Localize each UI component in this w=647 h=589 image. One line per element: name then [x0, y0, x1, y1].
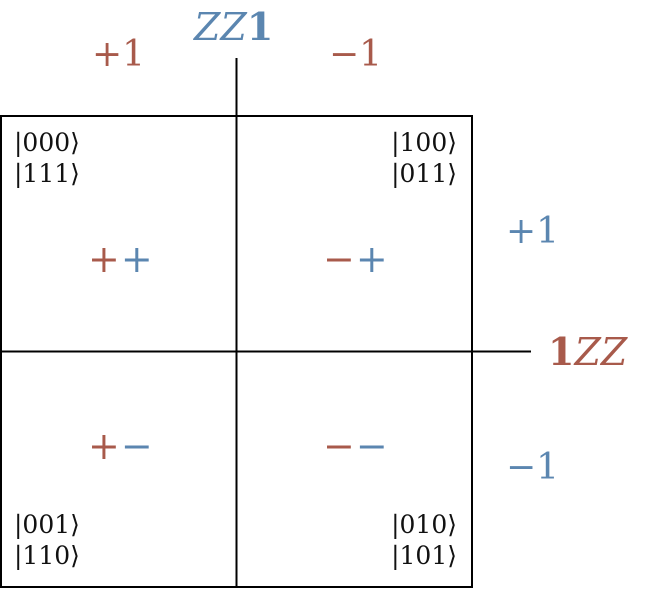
- top-axis-label: ZZ1: [194, 5, 273, 49]
- quadrant-bottom-left-kets: |001⟩ |110⟩: [14, 509, 80, 571]
- ket: |110⟩: [14, 541, 80, 570]
- sign-first: −: [323, 237, 356, 281]
- quadrant-bottom-right-signs: −−: [323, 427, 389, 465]
- right-axis-plus-label: +1: [506, 211, 560, 252]
- ket: |000⟩: [14, 128, 80, 157]
- quadrant-bottom-left-signs: +−: [88, 427, 154, 465]
- ket: |100⟩: [391, 128, 457, 157]
- top-axis-plus-label: +1: [92, 34, 146, 75]
- ket: |101⟩: [391, 541, 457, 570]
- sign-first: +: [88, 237, 121, 281]
- right-axis-label-identity: 1: [548, 329, 575, 374]
- top-axis-label-operator: ZZ: [194, 5, 247, 49]
- sign-second: −: [120, 424, 154, 468]
- quadrant-top-left-kets: |000⟩ |111⟩: [14, 127, 80, 189]
- sign-second: +: [120, 237, 154, 281]
- sign-second: −: [355, 424, 389, 468]
- right-axis-minus-label: −1: [506, 447, 560, 488]
- right-axis-label-operator: ZZ: [574, 330, 628, 374]
- quadrant-top-right-signs: −+: [323, 240, 389, 278]
- ket: |111⟩: [14, 159, 80, 188]
- sign-first: −: [323, 424, 356, 468]
- ket: |010⟩: [391, 510, 457, 539]
- top-axis-label-identity: 1: [246, 4, 274, 49]
- top-axis-minus-label: −1: [329, 34, 383, 75]
- quadrant-bottom-right-kets: |010⟩ |101⟩: [385, 509, 457, 571]
- quadrant-top-left-signs: ++: [88, 240, 154, 278]
- sign-second: +: [355, 237, 389, 281]
- ket: |001⟩: [14, 510, 80, 539]
- right-axis-label: 1ZZ: [548, 330, 628, 374]
- sign-first: +: [88, 424, 121, 468]
- ket: |011⟩: [391, 159, 457, 188]
- quadrant-top-right-kets: |100⟩ |011⟩: [385, 127, 457, 189]
